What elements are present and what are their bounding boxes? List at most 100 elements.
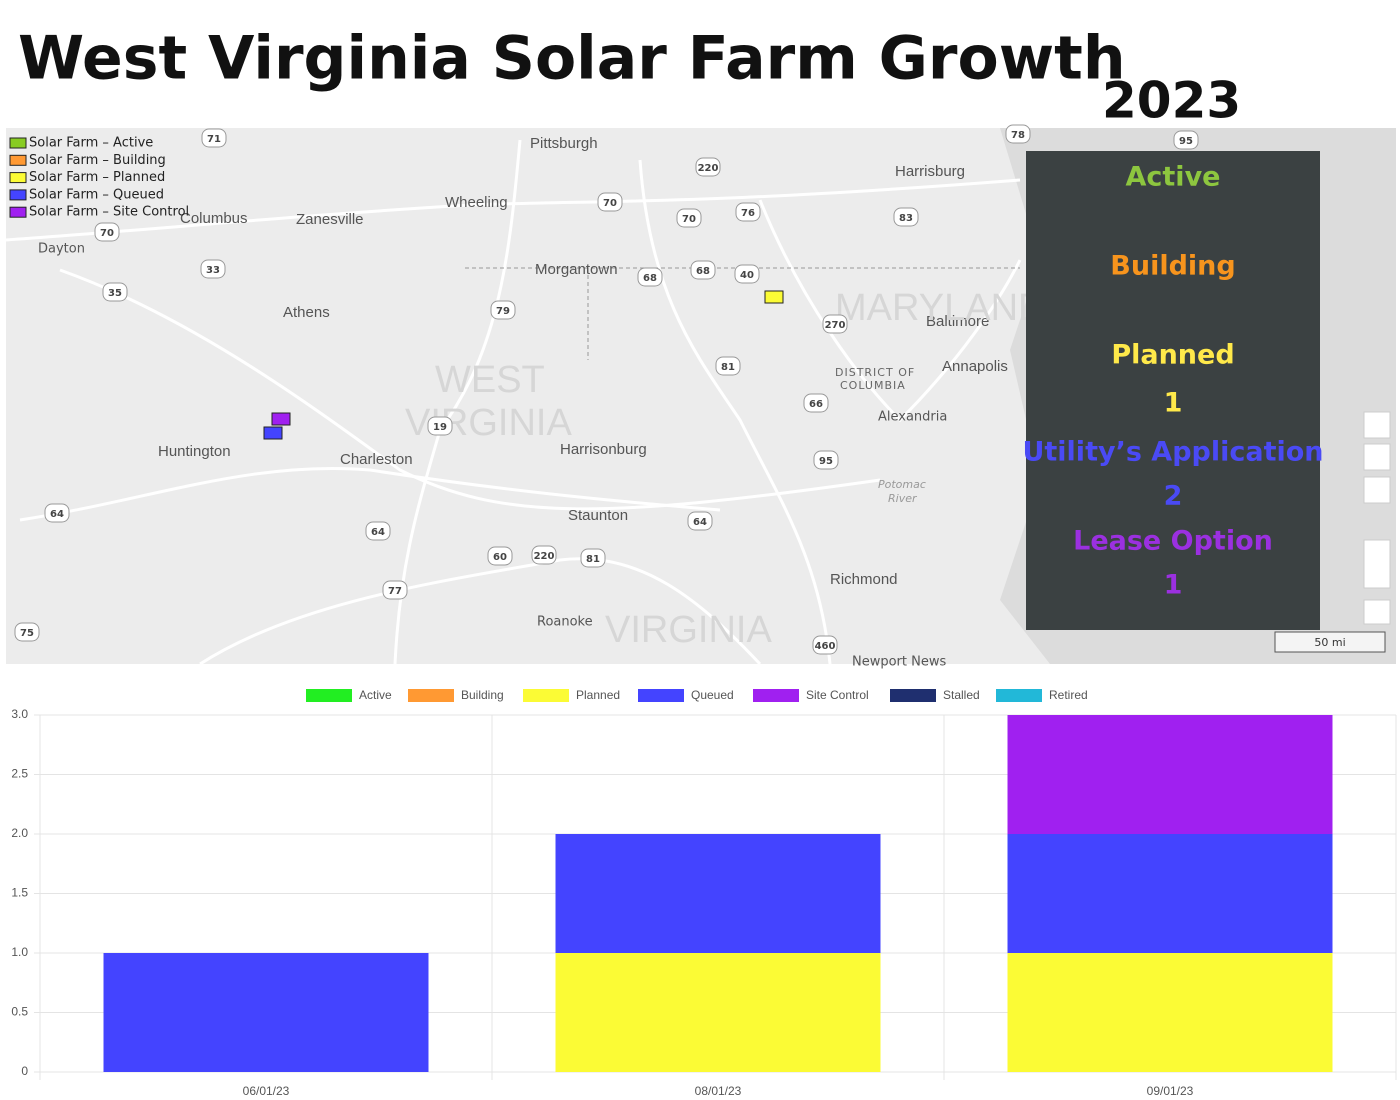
x-tick-label: 09/01/23 — [1147, 1084, 1194, 1098]
legend-swatch — [890, 689, 936, 702]
scale-bar — [1274, 631, 1386, 653]
road-shield-label: 68 — [643, 273, 657, 284]
legend-label: Solar Farm – Site Control — [29, 205, 189, 220]
legend-swatch — [753, 689, 799, 702]
map-label: MARYLAND — [835, 287, 1045, 329]
map-label: Athens — [283, 304, 330, 321]
road-shield — [687, 511, 713, 531]
legend-label: Site Control — [806, 688, 869, 702]
map-label: Zanesville — [296, 211, 364, 228]
road-shield-label: 64 — [693, 517, 707, 528]
legend-swatch — [996, 689, 1042, 702]
road-shield-label: 33 — [206, 265, 220, 276]
road-shield — [812, 635, 838, 655]
map-label: Pittsburgh — [530, 135, 598, 152]
road-shield-label: 19 — [433, 422, 447, 433]
legend-label: Stalled — [943, 688, 980, 702]
title: West Virginia Solar Farm Growth — [18, 24, 1126, 94]
road-shield-label: 220 — [698, 163, 719, 174]
status-label: Utility’s Application — [1022, 437, 1323, 468]
road-shield — [676, 208, 702, 228]
road-shield — [487, 546, 513, 566]
road-shield — [365, 521, 391, 541]
x-tick-label: 06/01/23 — [243, 1084, 290, 1098]
road-shield — [597, 192, 623, 212]
map: Pittsburgh Harrisburg Wheeling Columbus Zane… — [5, 124, 1396, 670]
road-shield — [490, 300, 516, 320]
road-shield — [201, 128, 227, 148]
map-label: Alexandria — [878, 410, 947, 425]
summary: Active Building Planned 1 Utility’s Applicat… — [1022, 162, 1323, 601]
road-shield-label: 95 — [1179, 136, 1193, 147]
button[interactable] — [1363, 411, 1391, 439]
map-label: Staunton — [568, 507, 628, 524]
map-label: Harrisonburg — [560, 441, 647, 458]
map-controls[interactable] — [1363, 411, 1391, 625]
road-shield-label: 95 — [819, 456, 833, 467]
road-shield — [14, 622, 40, 642]
legend-label: Queued — [691, 688, 734, 702]
road-shield — [427, 416, 453, 436]
legend-swatch — [306, 689, 352, 702]
road-shield-label: 60 — [493, 552, 507, 563]
legend-icon — [9, 172, 27, 184]
map-label: Richmond — [830, 571, 898, 588]
map-label: COLUMBIA — [840, 379, 906, 392]
status-label: Building — [1110, 251, 1235, 282]
y-tick-label: 2.5 — [11, 767, 28, 781]
road-shield-label: 71 — [207, 134, 221, 145]
bar-segment — [103, 953, 429, 1072]
status-count: 1 — [1164, 570, 1183, 601]
road-shield — [893, 207, 919, 227]
map-label: DISTRICT OF — [835, 366, 915, 379]
road-shield — [44, 503, 70, 523]
legend-label: Planned — [576, 688, 620, 702]
map-label: Columbus — [180, 210, 248, 227]
y-tick-label: 0.5 — [11, 1005, 28, 1019]
state-border — [465, 267, 1020, 360]
info[interactable] — [1363, 599, 1391, 625]
road-shield — [531, 545, 557, 565]
legend-icon — [9, 154, 27, 166]
road-shield-label: 75 — [20, 628, 34, 639]
road-shield — [715, 356, 741, 376]
road-shield-label: 79 — [496, 306, 510, 317]
button[interactable] — [1363, 443, 1391, 471]
marker — [263, 426, 283, 440]
road-shield — [1173, 130, 1199, 150]
road-shield — [580, 548, 606, 568]
y-tick-label: 0 — [21, 1064, 28, 1078]
year: 2023 — [1102, 72, 1241, 130]
legend-label: Building — [461, 688, 504, 702]
road-shield — [813, 450, 839, 470]
road-shield-label: 40 — [740, 270, 754, 281]
map-label: Huntington — [158, 443, 231, 460]
road-shield — [734, 264, 760, 284]
x-tick-label: 08/01/23 — [695, 1084, 742, 1098]
road-shield-label: 66 — [809, 399, 823, 410]
road-shield — [695, 157, 721, 177]
road-shield-label: 76 — [741, 208, 755, 219]
map-label: Morgantown — [535, 261, 618, 278]
map-label: River — [888, 492, 918, 505]
road-shield-label: 270 — [825, 320, 846, 331]
legend-label: Solar Farm – Building — [29, 153, 166, 168]
map-label: VIRGINIA — [605, 609, 772, 651]
road-shield-label: 64 — [371, 527, 385, 538]
markers — [263, 290, 784, 440]
bar-segment — [555, 953, 881, 1072]
road-shield-label: 70 — [682, 214, 696, 225]
road-shield-label: 460 — [815, 641, 836, 652]
map-label: Roanoke — [537, 615, 593, 630]
map-legend: Solar Farm – Active Solar Farm – Building… — [9, 136, 189, 220]
legend-label: Solar Farm – Active — [29, 136, 153, 151]
button[interactable] — [1363, 476, 1391, 504]
legend-label: Active — [359, 688, 392, 702]
marker — [764, 290, 784, 304]
road-shield — [1005, 124, 1031, 144]
chart: 0 0.5 1.0 1.5 2.0 2.5 3.0 06/01/23 08/01/23 09/01… — [11, 688, 1397, 1098]
zoom[interactable] — [1363, 539, 1391, 589]
y-tick-label: 1.5 — [11, 886, 28, 900]
y-tick-label: 1.0 — [11, 945, 28, 959]
status-label: Planned — [1111, 340, 1234, 371]
